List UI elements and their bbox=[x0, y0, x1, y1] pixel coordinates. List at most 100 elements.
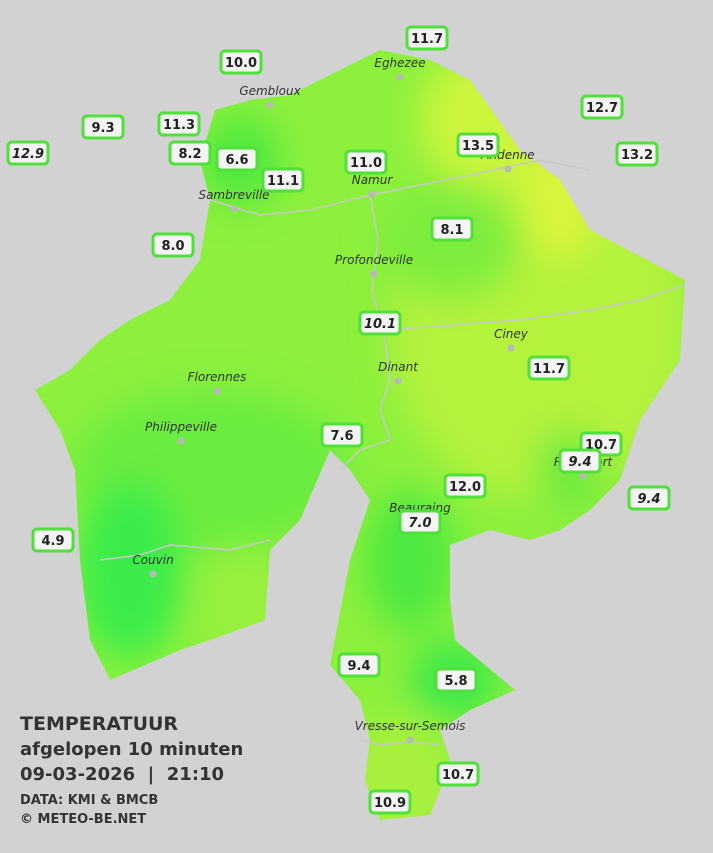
city-dot bbox=[177, 437, 185, 445]
station-labels: 11.7 10.0 9.3 11.3 12.9 8.2 6.6 11.0 13.5 12.7 13.… bbox=[6, 25, 671, 815]
station-value: 7.6 bbox=[330, 429, 353, 444]
legend: TEMPERATUUR afgelopen 10 minuten 09-03-2… bbox=[20, 713, 243, 827]
city-dot bbox=[406, 736, 414, 744]
city-label: Sambreville bbox=[198, 188, 269, 202]
station-value: 12.7 bbox=[586, 101, 618, 116]
station-value: 11.1 bbox=[267, 174, 299, 189]
legend-title: TEMPERATUUR bbox=[20, 713, 178, 735]
city-labels: EghezeeGemblouxAndenneNamurSambrevillePr… bbox=[132, 56, 614, 744]
city-dot bbox=[504, 165, 512, 173]
station: 9.3 bbox=[81, 114, 125, 140]
station: 11.3 bbox=[157, 111, 201, 137]
station-box bbox=[627, 485, 671, 511]
station-value: 5.8 bbox=[444, 674, 467, 689]
station-box bbox=[358, 310, 402, 336]
station-box bbox=[219, 49, 263, 75]
station: 12.7 bbox=[580, 94, 624, 120]
station: 4.9 bbox=[31, 527, 75, 553]
city-dot bbox=[266, 101, 274, 109]
station: 9.4 bbox=[627, 485, 671, 511]
station-box bbox=[344, 149, 388, 175]
city-dot bbox=[213, 387, 221, 395]
station: 11.0 bbox=[344, 149, 388, 175]
city-label: Florennes bbox=[188, 370, 247, 384]
station-box bbox=[215, 146, 259, 172]
station-value: 13.2 bbox=[621, 148, 653, 163]
station-value: 7.0 bbox=[408, 516, 431, 531]
city-label: Dinant bbox=[378, 360, 419, 374]
station-value: 6.6 bbox=[225, 153, 248, 168]
station-value: 8.2 bbox=[178, 147, 201, 162]
city-dot bbox=[149, 570, 157, 578]
station: 11.7 bbox=[527, 355, 571, 381]
city-dot bbox=[368, 190, 376, 198]
station: 8.2 bbox=[168, 140, 212, 166]
city-label: Profondeville bbox=[335, 253, 413, 267]
station-value: 10.1 bbox=[364, 317, 396, 332]
station: 10.0 bbox=[219, 49, 263, 75]
station: 7.0 bbox=[398, 509, 442, 535]
station-value: 10.0 bbox=[225, 56, 257, 71]
station-box bbox=[430, 216, 474, 242]
rivers bbox=[99, 159, 686, 746]
station-box bbox=[261, 167, 305, 193]
station-value: 9.4 bbox=[568, 455, 591, 470]
city-label: Couvin bbox=[132, 553, 173, 567]
station-value: 10.7 bbox=[442, 768, 474, 783]
city-dot bbox=[394, 377, 402, 385]
station-box bbox=[580, 94, 624, 120]
city-dot bbox=[579, 472, 587, 480]
station-box bbox=[320, 422, 364, 448]
station-value: 11.0 bbox=[350, 156, 382, 171]
station-value: 11.3 bbox=[163, 118, 195, 133]
station: 5.8 bbox=[434, 667, 478, 693]
station-box bbox=[368, 789, 412, 815]
city-label: Philippeville bbox=[145, 420, 217, 434]
station: 9.4 bbox=[558, 448, 602, 474]
station-value: 9.3 bbox=[91, 121, 114, 136]
station-value: 13.5 bbox=[462, 139, 494, 154]
station-box bbox=[456, 132, 500, 158]
station-value: 8.1 bbox=[440, 223, 463, 238]
city-dot bbox=[396, 73, 404, 81]
station-value: 12.9 bbox=[12, 147, 44, 162]
station-value: 4.9 bbox=[41, 534, 64, 549]
station-box bbox=[337, 652, 381, 678]
legend-timestamp: 09-03-2026 | 21:10 bbox=[20, 764, 224, 785]
station-box bbox=[398, 509, 442, 535]
station: 12.9 bbox=[6, 140, 50, 166]
station-box bbox=[157, 111, 201, 137]
station-box bbox=[6, 140, 50, 166]
station-box bbox=[81, 114, 125, 140]
station-value: 12.0 bbox=[449, 480, 481, 495]
station: 10.1 bbox=[358, 310, 402, 336]
city-label: Vresse-sur-Semois bbox=[355, 719, 466, 733]
station-value: 9.4 bbox=[637, 492, 660, 507]
station: 10.7 bbox=[436, 761, 480, 787]
station: 8.1 bbox=[430, 216, 474, 242]
city-dot bbox=[507, 344, 515, 352]
city-dot bbox=[230, 205, 238, 213]
station-box bbox=[434, 667, 478, 693]
station: 9.4 bbox=[337, 652, 381, 678]
legend-credit: © METEO-BE.NET bbox=[20, 812, 146, 827]
station-box bbox=[31, 527, 75, 553]
station-value: 10.9 bbox=[374, 796, 406, 811]
city-dot bbox=[370, 270, 378, 278]
legend-source: DATA: KMI & BMCB bbox=[20, 793, 158, 808]
station: 8.0 bbox=[151, 232, 195, 258]
station-box bbox=[443, 473, 487, 499]
station: 13.5 bbox=[456, 132, 500, 158]
station: 11.7 bbox=[405, 25, 449, 51]
station: 6.6 bbox=[215, 146, 259, 172]
city-label: Gembloux bbox=[239, 84, 301, 98]
station: 7.6 bbox=[320, 422, 364, 448]
station-box bbox=[615, 141, 659, 167]
station: 12.0 bbox=[443, 473, 487, 499]
station: 13.2 bbox=[615, 141, 659, 167]
city-label: Namur bbox=[352, 173, 394, 187]
city-label: Eghezee bbox=[374, 56, 425, 70]
station-value: 11.7 bbox=[411, 32, 443, 47]
station-value: 11.7 bbox=[533, 362, 565, 377]
